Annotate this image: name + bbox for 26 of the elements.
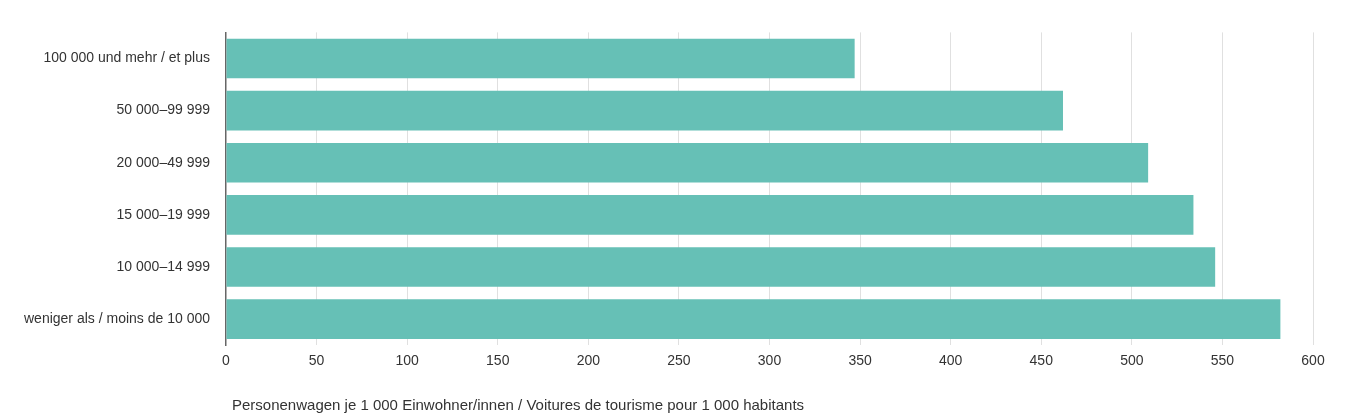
x-tick-label: 200 — [576, 352, 601, 369]
y-tick-label: 10 000–14 999 — [116, 257, 211, 274]
x-tick-label: 550 — [1210, 352, 1235, 369]
x-tick-label: 150 — [486, 352, 510, 369]
x-tick-label: 450 — [1029, 352, 1054, 369]
bar — [226, 142, 1149, 183]
y-tick-label: 100 000 und mehr / et plus — [43, 49, 210, 66]
x-tick-label: 100 — [395, 352, 420, 369]
bar — [226, 38, 855, 79]
y-tick-label: 15 000–19 999 — [116, 205, 211, 222]
x-tick-label: 250 — [667, 352, 691, 369]
bar — [226, 247, 1216, 287]
x-tick-label: 400 — [938, 352, 963, 369]
y-tick-label: 50 000–99 999 — [116, 101, 211, 118]
y-tick-label: 20 000–49 999 — [116, 153, 211, 170]
y-tick-label: weniger als / moins de 10 000 — [23, 309, 211, 326]
bar — [226, 195, 1194, 235]
x-tick-label: 300 — [757, 352, 782, 369]
x-tick-label: 350 — [848, 352, 872, 369]
bar — [226, 90, 1063, 131]
x-tick-label: 500 — [1120, 352, 1144, 369]
x-tick-label: 50 — [308, 352, 325, 369]
x-tick-label: 600 — [1301, 352, 1325, 369]
x-tick-label: 0 — [222, 352, 231, 369]
x-axis-title: Personenwagen je 1 000 Einwohner/innen / Voitures de tourisme pour 1 000 habitants — [232, 396, 806, 413]
bar — [226, 299, 1281, 339]
